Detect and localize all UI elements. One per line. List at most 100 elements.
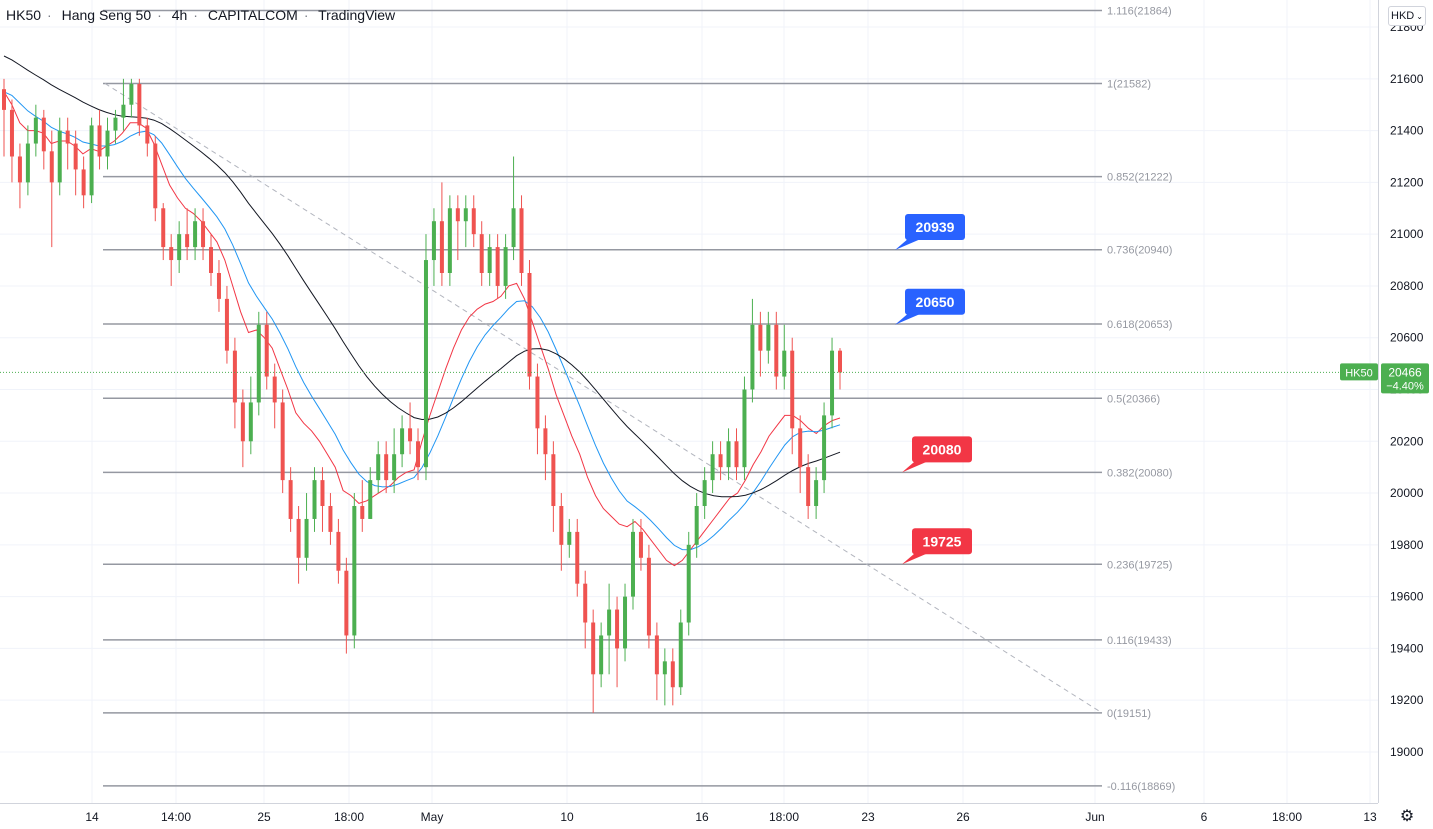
candle-body <box>288 480 293 519</box>
candle-body <box>121 104 126 118</box>
candle-body <box>455 208 460 222</box>
candle-body <box>216 272 221 299</box>
x-tick-label: 6 <box>1201 810 1208 824</box>
price-callouts[interactable]: 20939 20650 20080 19725 <box>895 213 972 565</box>
callout-pointer <box>895 237 923 250</box>
candle-body <box>97 125 102 157</box>
callout-box <box>912 436 972 463</box>
currency-dropdown[interactable]: HKD ⌄ <box>1388 6 1426 26</box>
ema-fast-line <box>3 91 841 567</box>
candle-body <box>670 661 675 688</box>
candle-body <box>328 506 333 532</box>
candle-body <box>519 208 524 273</box>
candle-body <box>185 234 190 248</box>
candle-body <box>623 596 628 649</box>
candle-body <box>734 441 739 468</box>
candle-body <box>774 324 779 377</box>
callout-pointer <box>902 460 930 473</box>
callout-pointer <box>902 552 930 565</box>
candle-body <box>256 324 261 403</box>
ema-mid-line <box>3 91 841 551</box>
callout-label: 20650 <box>916 294 955 310</box>
candle-body <box>599 635 604 675</box>
x-tick-label: 18:00 <box>334 810 364 824</box>
x-tick-label: 16 <box>695 810 709 824</box>
x-tick-label: 10 <box>560 810 574 824</box>
gear-icon[interactable]: ⚙ <box>1399 808 1415 825</box>
y-tick-label: 21400 <box>1390 124 1424 138</box>
candle-body <box>742 389 747 468</box>
candle-body <box>33 117 38 144</box>
candle-body <box>487 247 492 273</box>
chevron-down-icon: ⌄ <box>1416 11 1423 21</box>
candle-body <box>758 324 763 351</box>
fib-level-label: 0.382(20080) <box>1107 467 1172 479</box>
candle-body <box>248 402 253 442</box>
candle-body <box>479 234 484 273</box>
symbol-tag-label: HK50 <box>1345 367 1373 379</box>
callout-label: 19725 <box>923 533 962 549</box>
candle-body <box>726 441 731 468</box>
candle-body <box>209 247 214 273</box>
candle-body <box>495 247 500 286</box>
candle-body <box>575 531 580 584</box>
fib-level-label: 1(21582) <box>1107 78 1151 90</box>
x-tick-label: 23 <box>861 810 875 824</box>
fib-level-label: 0.116(19433) <box>1107 635 1172 647</box>
candle-body <box>296 518 301 558</box>
candle-body <box>678 622 683 688</box>
candle-body <box>798 428 803 468</box>
candle-body <box>559 506 564 545</box>
trendline[interactable] <box>104 83 1103 714</box>
symbol-label[interactable]: HK50 <box>6 7 42 23</box>
candle-body <box>439 221 444 273</box>
candle-body <box>224 298 229 351</box>
candle-body <box>81 169 86 196</box>
candle-body <box>694 506 699 545</box>
fib-level-label: 0.236(19725) <box>1107 559 1172 571</box>
candle-body <box>264 324 269 377</box>
interval-label[interactable]: 4h <box>171 7 188 23</box>
candle-body <box>710 454 715 481</box>
x-tick-label: May <box>421 810 444 824</box>
candle-body <box>527 272 532 377</box>
candle-body <box>17 156 22 183</box>
candle-body <box>232 350 237 403</box>
ema-slow-line <box>3 55 841 498</box>
candle-body <box>65 130 70 144</box>
candle-body <box>423 260 428 468</box>
fibonacci-retracement[interactable]: 1.116(21864) 1(21582) 0.852(21222) 0.736(20… <box>103 5 1175 793</box>
y-tick-label: 20000 <box>1390 486 1424 500</box>
y-tick-label: 19000 <box>1390 745 1424 759</box>
candle-body <box>2 89 6 110</box>
source-label: TradingView <box>318 7 396 23</box>
x-tick-label: 18:00 <box>769 810 799 824</box>
candle-body <box>838 350 842 373</box>
candle-body <box>145 125 150 144</box>
y-tick-label: 20800 <box>1390 279 1424 293</box>
candle-body <box>750 324 755 390</box>
candle-body <box>431 221 436 261</box>
price-axis-bg <box>1378 0 1433 829</box>
candle-body <box>392 454 397 481</box>
fib-level-label: 1.116(21864) <box>1107 5 1172 17</box>
candle-body <box>89 125 94 196</box>
candle-body <box>822 415 827 481</box>
candle-body <box>718 454 723 468</box>
fib-level-label: 0(19151) <box>1107 708 1151 720</box>
last-price-value: 20466 <box>1388 365 1422 379</box>
dashed-trendline <box>104 83 1103 714</box>
y-tick-label: 20200 <box>1390 434 1424 448</box>
candle-body <box>607 609 612 636</box>
candle-body <box>201 221 206 248</box>
x-tick-label: Jun <box>1085 810 1104 824</box>
candle-body <box>766 324 771 351</box>
candle-body <box>583 583 588 623</box>
candle-body <box>646 557 651 636</box>
candle-body <box>280 402 285 481</box>
x-tick-label: 14:00 <box>161 810 191 824</box>
fib-level-label: 0.5(20366) <box>1107 393 1160 405</box>
candle-body <box>161 208 166 248</box>
